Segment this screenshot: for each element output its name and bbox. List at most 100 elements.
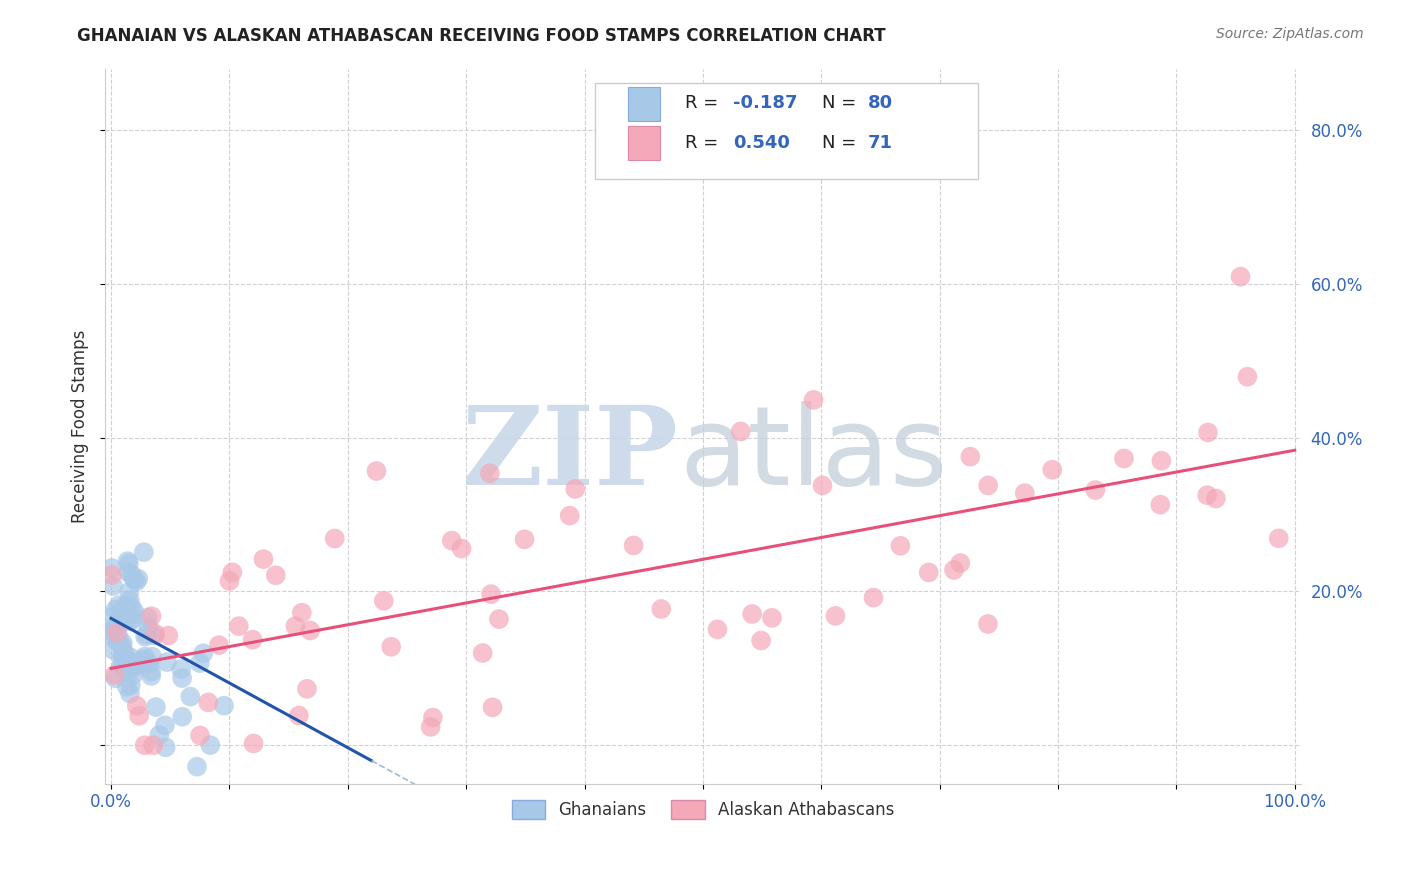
Point [1112,451,1135,466]
Point [122,612,145,626]
Point [295,681,318,696]
Point [811,478,834,492]
Point [111,658,134,673]
Point [479,587,502,601]
Point [114,613,136,627]
Point [107,629,129,643]
Point [564,482,586,496]
Point [118,608,141,623]
Point [101,579,124,593]
Point [450,541,472,556]
Point [197,695,219,709]
Point [142,739,165,753]
Point [1236,369,1258,384]
Text: ZIP: ZIP [463,401,679,508]
Point [105,625,128,640]
Text: 0.540: 0.540 [733,134,790,152]
Point [148,728,170,742]
Point [134,630,156,644]
Point [1205,491,1227,506]
Point [170,662,193,676]
Text: R =: R = [685,95,724,112]
Point [373,594,395,608]
Point [132,652,155,666]
Point [110,606,132,620]
Point [949,556,972,570]
Point [172,710,194,724]
Point [1150,454,1173,468]
Point [132,545,155,559]
Point [117,554,139,568]
Point [366,464,388,478]
Point [153,718,176,732]
Point [208,638,231,652]
Point [101,568,124,582]
FancyBboxPatch shape [627,87,659,120]
Point [103,630,125,644]
Point [117,656,139,670]
Point [422,710,444,724]
Point [124,605,146,619]
Point [157,629,180,643]
Point [121,567,143,582]
Point [105,619,128,633]
Point [193,646,215,660]
Point [741,607,763,621]
Point [103,668,125,682]
Point [242,736,264,750]
Text: R =: R = [685,134,724,152]
Point [242,632,264,647]
Point [299,624,322,638]
Point [650,602,672,616]
Point [943,563,966,577]
Point [288,708,311,723]
Point [481,700,503,714]
Point [252,552,274,566]
Point [1014,486,1036,500]
Point [440,533,463,548]
Text: -0.187: -0.187 [733,95,797,112]
Point [323,532,346,546]
Point [1084,483,1107,497]
Point [977,617,1000,632]
Point [156,655,179,669]
Point [212,698,235,713]
Point [141,649,163,664]
Point [134,649,156,664]
Point [128,708,150,723]
Text: 71: 71 [868,134,893,152]
Point [118,654,141,668]
Point [101,642,124,657]
Point [129,655,152,669]
Point [120,650,142,665]
Point [1040,463,1063,477]
Point [136,610,159,624]
Point [108,613,131,627]
Text: GHANAIAN VS ALASKAN ATHABASCAN RECEIVING FOOD STAMPS CORRELATION CHART: GHANAIAN VS ALASKAN ATHABASCAN RECEIVING… [77,27,886,45]
Point [114,599,136,613]
Point [111,648,134,662]
Point [117,565,139,579]
Point [558,508,581,523]
Point [118,686,141,700]
Point [103,621,125,635]
Point [488,612,510,626]
Point [111,639,134,653]
Point [1229,269,1251,284]
Point [122,661,145,675]
Point [188,729,211,743]
Point [100,609,122,624]
Point [803,392,825,407]
Point [115,680,138,694]
Point [104,622,127,636]
Point [977,478,1000,492]
Point [114,663,136,677]
Point [143,628,166,642]
FancyBboxPatch shape [595,83,979,179]
Point [188,656,211,670]
Point [138,621,160,635]
Point [111,636,134,650]
Point [112,645,135,659]
Point [155,740,177,755]
Y-axis label: Receiving Food Stamps: Receiving Food Stamps [72,329,89,523]
